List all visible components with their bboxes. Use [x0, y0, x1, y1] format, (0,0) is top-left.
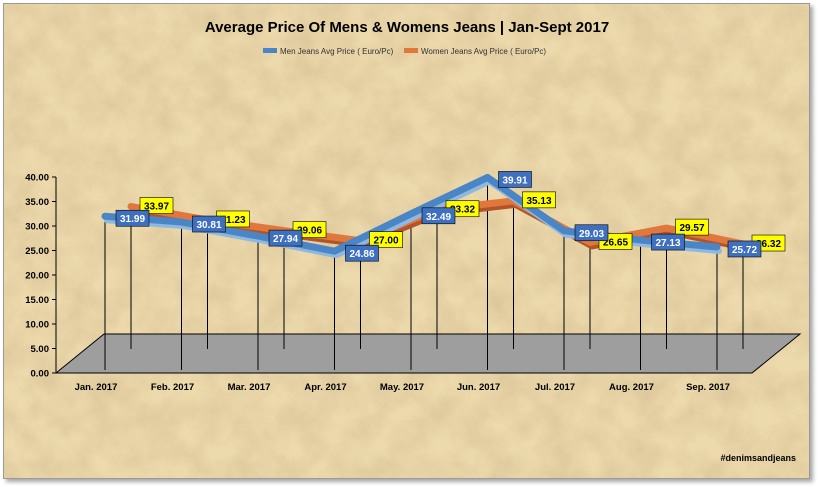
data-label-women: 33.97 — [139, 197, 174, 214]
data-label-men: 27.94 — [268, 229, 303, 247]
data-label-men: 31.99 — [115, 209, 150, 227]
x-tick-label: Jul. 2017 — [535, 382, 575, 393]
data-label-men-box — [345, 244, 379, 262]
data-label-women: 27.00 — [369, 231, 403, 248]
data-label-men: 25.72 — [727, 240, 762, 258]
data-label-men: 27.13 — [651, 233, 685, 251]
data-label-women-text: 26.65 — [603, 237, 628, 248]
data-label-men-box — [268, 229, 303, 247]
data-label-men-text: 24.86 — [349, 249, 374, 260]
data-label-women-text: 33.97 — [144, 202, 169, 213]
legend: Men Jeans Avg Price ( Euro/Pc) Women Jea… — [263, 47, 546, 56]
data-label-women-text: 29.57 — [679, 223, 704, 234]
x-tick-label: Jun. 2017 — [457, 382, 500, 393]
drop-lines — [104, 177, 744, 370]
data-label-men: 30.81 — [192, 215, 226, 233]
chart-floor — [54, 333, 802, 374]
data-label-men-box — [498, 171, 532, 188]
data-label-men-text: 29.03 — [579, 229, 604, 240]
legend-label-men: Men Jeans Avg Price ( Euro/Pc) — [280, 47, 394, 56]
data-label-men-text: 27.13 — [655, 238, 680, 249]
data-label-women-box — [522, 191, 556, 209]
data-label-men: 39.91 — [498, 171, 532, 188]
data-label-women-text: 26.32 — [756, 239, 781, 250]
data-label-men-text: 25.72 — [732, 245, 757, 256]
x-tick-label: Apr. 2017 — [304, 382, 346, 393]
data-label-women-text: 31.23 — [220, 215, 245, 226]
data-label-women-text: 27.00 — [373, 236, 398, 247]
y-tick-label: 25.00 — [25, 246, 49, 257]
y-tick-label: 30.00 — [25, 222, 49, 233]
data-label-women: 35.13 — [522, 191, 556, 209]
y-tick-label: 15.00 — [25, 295, 49, 306]
watermark-text: #denimsandjeans — [720, 453, 796, 463]
y-tick-label: 35.00 — [25, 197, 49, 208]
x-tick-label: Feb. 2017 — [151, 382, 194, 393]
x-tick-label: Mar. 2017 — [228, 382, 271, 393]
y-axis: 0.00 5.00 10.00 15.00 20.00 25.00 30.00 35.00 40… — [25, 173, 57, 380]
data-label-men-text: 30.81 — [196, 220, 221, 231]
data-label-men-text: 32.49 — [426, 212, 451, 223]
chart-title: Average Price Of Mens & Womens Jeans | J… — [205, 19, 609, 36]
legend-swatch-men — [263, 48, 277, 53]
chart-frame: Average Price Of Mens & Womens Jeans | J… — [3, 3, 810, 479]
x-tick-label: Jan. 2017 — [75, 382, 118, 393]
data-label-men-box — [192, 215, 226, 233]
data-label-men-box — [421, 207, 456, 225]
legend-swatch-women — [404, 48, 418, 53]
legend-label-women: Women Jeans Avg Price ( Euro/Pc) — [421, 47, 546, 56]
y-tick-label: 20.00 — [25, 271, 49, 282]
line-chart: Average Price Of Mens & Womens Jeans | J… — [4, 4, 809, 478]
data-label-men: 29.03 — [574, 224, 609, 242]
data-label-women-text: 33.32 — [450, 205, 475, 216]
data-label-men-text: 31.99 — [120, 214, 145, 225]
data-label-women-box — [139, 197, 174, 214]
y-tick-label: 40.00 — [25, 173, 49, 184]
data-label-women-text: 35.13 — [526, 196, 551, 207]
x-tick-label: May. 2017 — [380, 382, 424, 393]
data-label-men: 32.49 — [421, 207, 456, 225]
data-label-women: 29.57 — [675, 218, 709, 236]
y-tick-label: 5.00 — [31, 344, 50, 355]
x-axis: Jan. 2017 Feb. 2017 Mar. 2017 Apr. 2017 May.… — [75, 382, 730, 393]
data-label-men-box — [651, 233, 685, 251]
data-label-men-box — [727, 240, 762, 258]
floor-plane — [54, 333, 802, 374]
y-tick-label: 0.00 — [31, 369, 50, 380]
data-label-women-text: 29.06 — [297, 226, 322, 237]
data-label-men: 24.86 — [345, 244, 379, 262]
data-label-women-box — [675, 218, 709, 236]
data-label-men-box — [115, 209, 150, 227]
data-label-men-text: 39.91 — [502, 175, 527, 186]
y-tick-label: 10.00 — [25, 320, 49, 331]
x-tick-label: Sep. 2017 — [686, 382, 730, 393]
data-label-men-box — [574, 224, 609, 242]
x-tick-label: Aug. 2017 — [609, 382, 654, 393]
data-label-women-box — [369, 231, 403, 248]
data-label-men-text: 27.94 — [273, 234, 298, 245]
